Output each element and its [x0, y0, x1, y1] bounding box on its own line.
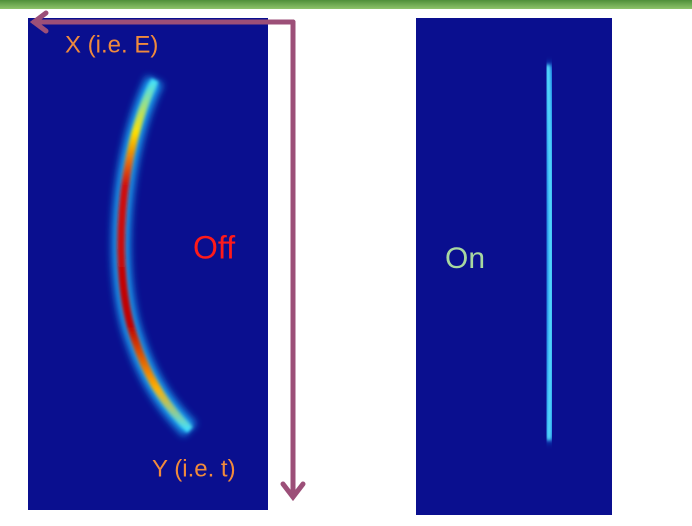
state-label: Off: [193, 229, 235, 265]
detector-image-on: On: [416, 18, 612, 515]
slide: X (i.e. E) Off Y (i.e. t) On: [0, 0, 692, 521]
x-axis-label: X (i.e. E): [65, 31, 158, 58]
state-label: On: [445, 242, 485, 275]
y-axis-label: Y (i.e. t): [152, 455, 236, 482]
top-bar: [0, 0, 692, 9]
detector-image-off: X (i.e. E) Off Y (i.e. t): [28, 18, 268, 510]
